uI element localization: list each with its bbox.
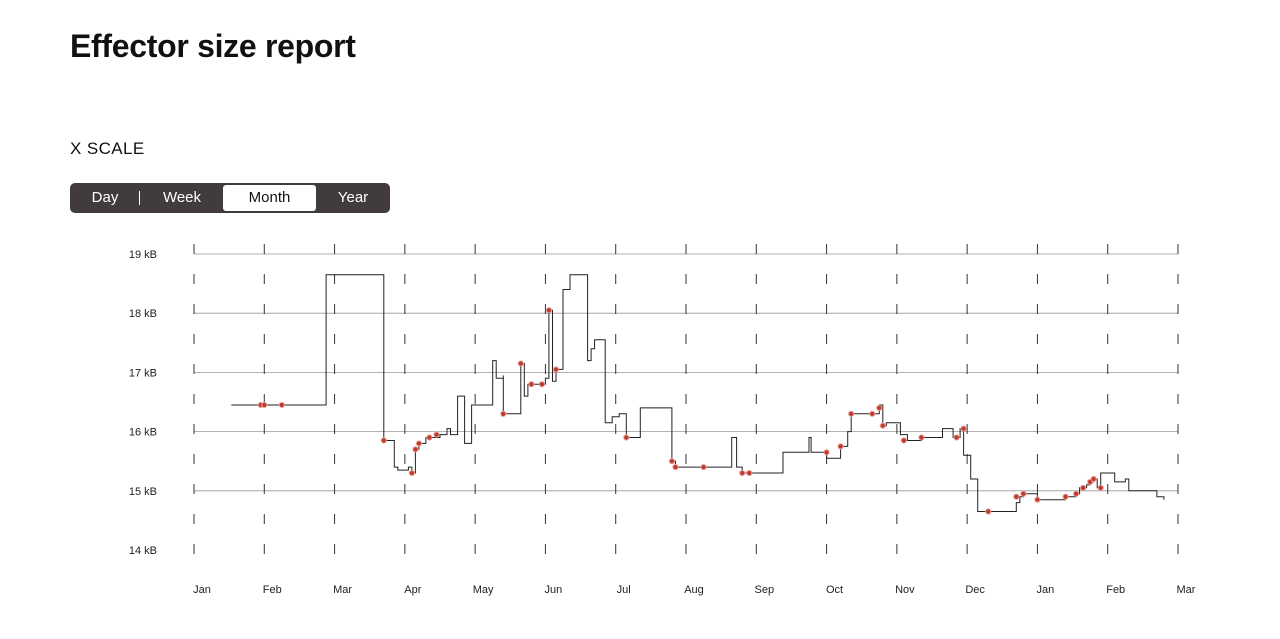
- x-tick-label: Feb: [1106, 584, 1125, 596]
- scale-option-month[interactable]: Month: [223, 185, 316, 211]
- y-tick-label: 19 kB: [129, 249, 157, 261]
- data-point[interactable]: [985, 508, 992, 515]
- data-point[interactable]: [739, 469, 746, 477]
- y-tick-label: 18 kB: [129, 308, 157, 320]
- data-point[interactable]: [823, 449, 830, 456]
- data-point[interactable]: [552, 366, 560, 373]
- vertical-gridlines: [193, 244, 1179, 562]
- x-scale-label: X SCALE: [70, 139, 145, 158]
- data-point[interactable]: [517, 360, 524, 367]
- data-point[interactable]: [1013, 493, 1020, 500]
- data-point[interactable]: [1097, 484, 1104, 491]
- x-tick-label: Mar: [333, 584, 352, 596]
- data-point[interactable]: [1020, 490, 1027, 497]
- data-point[interactable]: [672, 464, 679, 471]
- data-point[interactable]: [426, 434, 433, 441]
- data-point[interactable]: [408, 469, 415, 477]
- scale-option-week[interactable]: Week: [162, 189, 202, 206]
- data-point[interactable]: [869, 410, 876, 417]
- y-tick-label: 16 kB: [129, 427, 157, 439]
- x-tick-label: Jan: [193, 584, 211, 596]
- x-tick-label: Jan: [1037, 584, 1055, 596]
- data-point[interactable]: [918, 434, 925, 441]
- x-tick-label: Oct: [826, 584, 843, 596]
- x-tick-label: Nov: [895, 584, 915, 596]
- data-point[interactable]: [538, 381, 546, 388]
- data-point[interactable]: [746, 469, 753, 477]
- data-point[interactable]: [960, 425, 967, 432]
- data-point[interactable]: [848, 410, 855, 417]
- x-tick-label: Mar: [1177, 584, 1196, 596]
- data-point[interactable]: [380, 437, 387, 444]
- x-axis-labels: Jan Feb Mar Apr May Jun Jul Aug Sep Oct Nov Dec Jan F…: [193, 584, 1196, 596]
- data-point[interactable]: [261, 401, 268, 409]
- data-point[interactable]: [879, 422, 886, 429]
- data-point[interactable]: [412, 446, 419, 453]
- x-tick-label: Sep: [754, 584, 774, 596]
- data-point[interactable]: [1090, 475, 1097, 483]
- x-tick-label: Aug: [684, 584, 704, 596]
- data-point[interactable]: [528, 381, 535, 388]
- data-point[interactable]: [700, 464, 707, 471]
- data-point[interactable]: [415, 440, 423, 447]
- series-group: [231, 274, 1165, 512]
- data-point[interactable]: [545, 307, 553, 314]
- y-tick-label: 14 kB: [129, 545, 157, 557]
- data-point[interactable]: [837, 443, 844, 450]
- highlight-points: [257, 307, 1104, 515]
- x-scale-switch: Day Week Month Year: [70, 183, 390, 213]
- data-point[interactable]: [278, 401, 285, 409]
- x-tick-label: Dec: [965, 584, 985, 596]
- data-point[interactable]: [623, 434, 630, 441]
- data-point[interactable]: [1034, 496, 1041, 503]
- segment-divider: [139, 191, 140, 205]
- data-point[interactable]: [1080, 484, 1087, 491]
- x-tick-label: May: [473, 584, 494, 596]
- data-point[interactable]: [1062, 493, 1069, 500]
- y-tick-label: 15 kB: [129, 486, 157, 498]
- data-point[interactable]: [953, 434, 960, 441]
- data-point[interactable]: [500, 410, 507, 417]
- scale-option-year[interactable]: Year: [337, 189, 369, 206]
- data-point[interactable]: [433, 431, 440, 438]
- data-point[interactable]: [876, 404, 883, 412]
- scale-option-day[interactable]: Day: [91, 189, 119, 206]
- y-axis-labels: 19 kB 18 kB 17 kB 16 kB 15 kB 14 kB: [129, 249, 157, 557]
- series-line: [231, 274, 1165, 512]
- x-tick-label: Jun: [545, 584, 563, 596]
- x-tick-label: Jul: [617, 584, 631, 596]
- data-point[interactable]: [668, 458, 676, 465]
- x-tick-label: Apr: [404, 584, 421, 596]
- y-tick-label: 17 kB: [129, 367, 157, 379]
- data-point[interactable]: [1072, 490, 1080, 497]
- page-title: Effector size report: [70, 28, 356, 64]
- x-tick-label: Feb: [263, 584, 282, 596]
- data-point[interactable]: [900, 437, 907, 444]
